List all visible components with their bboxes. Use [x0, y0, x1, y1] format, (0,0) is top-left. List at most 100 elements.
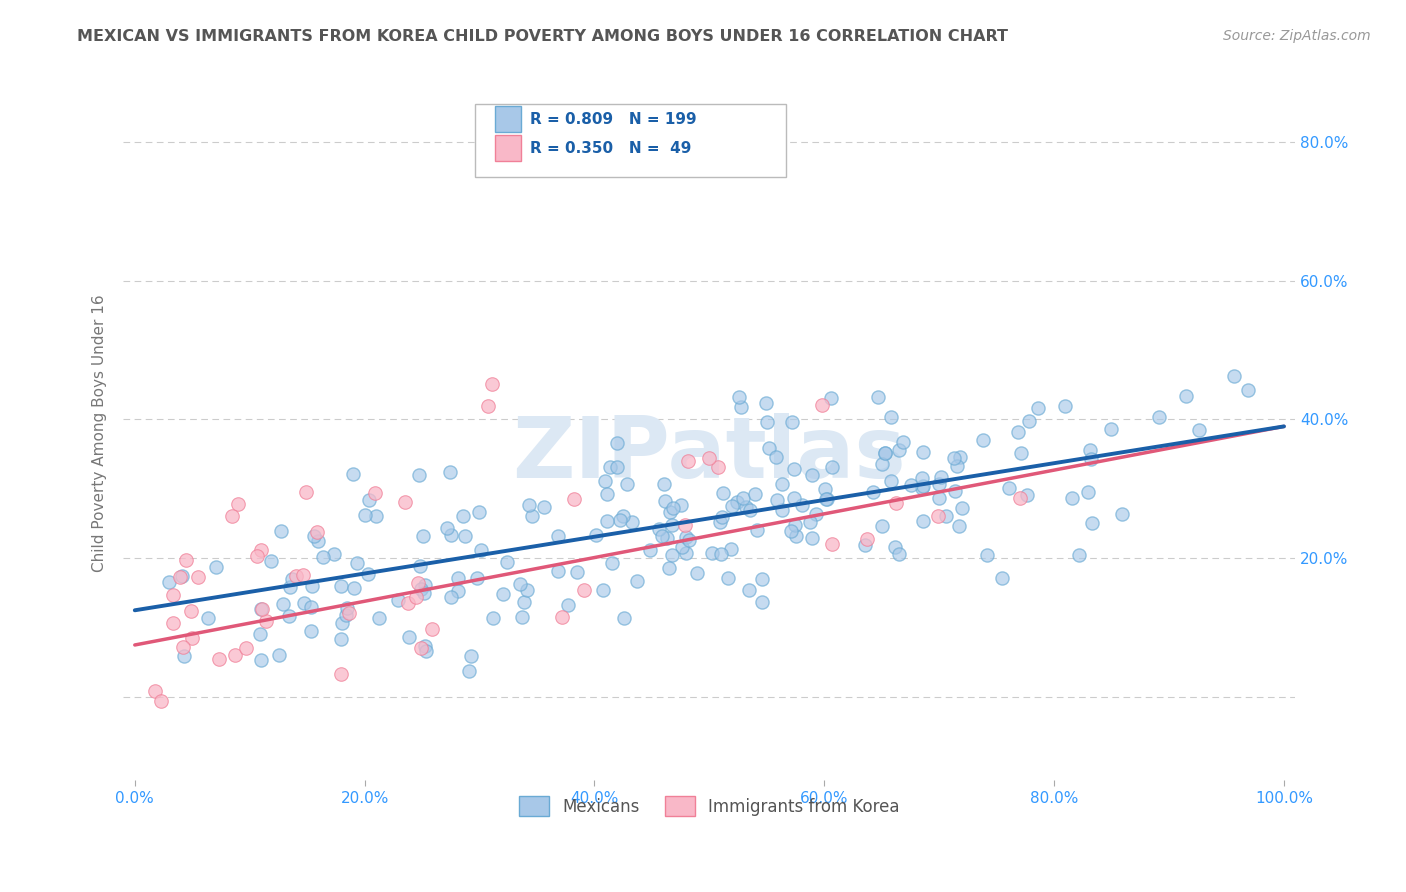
Point — [927, 509, 949, 524]
Point — [730, 400, 752, 414]
Point — [224, 648, 246, 663]
Point — [364, 486, 387, 500]
Point — [169, 570, 191, 584]
Point — [600, 556, 623, 570]
Point — [205, 559, 228, 574]
Point — [180, 604, 202, 618]
Point — [662, 500, 685, 515]
Point — [396, 596, 419, 610]
Point — [755, 396, 778, 410]
Point — [887, 547, 910, 561]
FancyBboxPatch shape — [495, 135, 520, 161]
Point — [470, 543, 492, 558]
Point — [884, 495, 907, 509]
Point — [460, 649, 482, 664]
Point — [291, 568, 314, 582]
Point — [451, 509, 474, 524]
Point — [415, 644, 437, 658]
Point — [420, 622, 443, 636]
Point — [172, 640, 194, 655]
Point — [710, 547, 733, 561]
Point — [562, 491, 585, 506]
Point — [249, 627, 271, 641]
Text: MEXICAN VS IMMIGRANTS FROM KOREA CHILD POVERTY AMONG BOYS UNDER 16 CORRELATION C: MEXICAN VS IMMIGRANTS FROM KOREA CHILD P… — [77, 29, 1008, 44]
Point — [547, 528, 569, 542]
Point — [675, 530, 697, 544]
Point — [454, 529, 477, 543]
Point — [1018, 413, 1040, 427]
Point — [481, 377, 503, 392]
Point — [596, 514, 619, 528]
Point — [706, 459, 728, 474]
Point — [737, 583, 759, 598]
Point — [337, 606, 360, 620]
Point — [800, 531, 823, 545]
Point — [935, 509, 957, 524]
Point — [725, 495, 748, 509]
Point — [751, 572, 773, 586]
Point — [1149, 410, 1171, 425]
Point — [516, 582, 538, 597]
Point — [880, 410, 903, 425]
Point — [173, 648, 195, 663]
Point — [387, 592, 409, 607]
Point — [651, 529, 673, 543]
Point — [887, 443, 910, 458]
Point — [278, 609, 301, 624]
Point — [439, 465, 461, 479]
Point — [659, 505, 682, 519]
Point — [413, 639, 436, 653]
Point — [613, 610, 636, 624]
Point — [406, 576, 429, 591]
Point — [686, 566, 709, 580]
Point — [329, 667, 352, 681]
Point — [911, 470, 934, 484]
Point — [250, 602, 273, 616]
Point — [654, 493, 676, 508]
Point — [678, 533, 700, 548]
Point — [436, 521, 458, 535]
Point — [804, 508, 827, 522]
Point — [709, 515, 731, 529]
Point — [343, 582, 366, 596]
FancyBboxPatch shape — [475, 103, 786, 177]
Point — [510, 609, 533, 624]
Point — [342, 467, 364, 481]
Point — [329, 632, 352, 646]
Point — [394, 495, 416, 509]
Point — [711, 486, 734, 500]
Y-axis label: Child Poverty Among Boys Under 16: Child Poverty Among Boys Under 16 — [93, 294, 107, 572]
Point — [335, 607, 357, 622]
Point — [811, 398, 834, 412]
Point — [911, 514, 934, 528]
Point — [735, 500, 758, 515]
Point — [661, 518, 683, 533]
Point — [991, 571, 1014, 585]
Point — [250, 602, 273, 616]
Point — [815, 492, 838, 507]
Point — [305, 525, 328, 540]
Point — [413, 586, 436, 600]
Point — [565, 565, 588, 579]
Point — [814, 482, 837, 496]
Point — [647, 522, 669, 536]
Point — [368, 611, 391, 625]
Point — [620, 515, 643, 529]
Point — [652, 476, 675, 491]
Point — [1237, 383, 1260, 397]
Point — [675, 546, 697, 560]
Point — [409, 582, 432, 596]
Point — [322, 547, 344, 561]
Point — [260, 554, 283, 568]
Point — [302, 529, 325, 543]
Point — [770, 476, 793, 491]
Point — [658, 561, 681, 575]
Text: R = 0.809   N = 199: R = 0.809 N = 199 — [530, 112, 696, 127]
Point — [1010, 491, 1032, 505]
Point — [972, 433, 994, 447]
Point — [853, 538, 876, 552]
Point — [197, 610, 219, 624]
Point — [307, 533, 329, 548]
Point — [1026, 401, 1049, 415]
Point — [612, 508, 634, 523]
